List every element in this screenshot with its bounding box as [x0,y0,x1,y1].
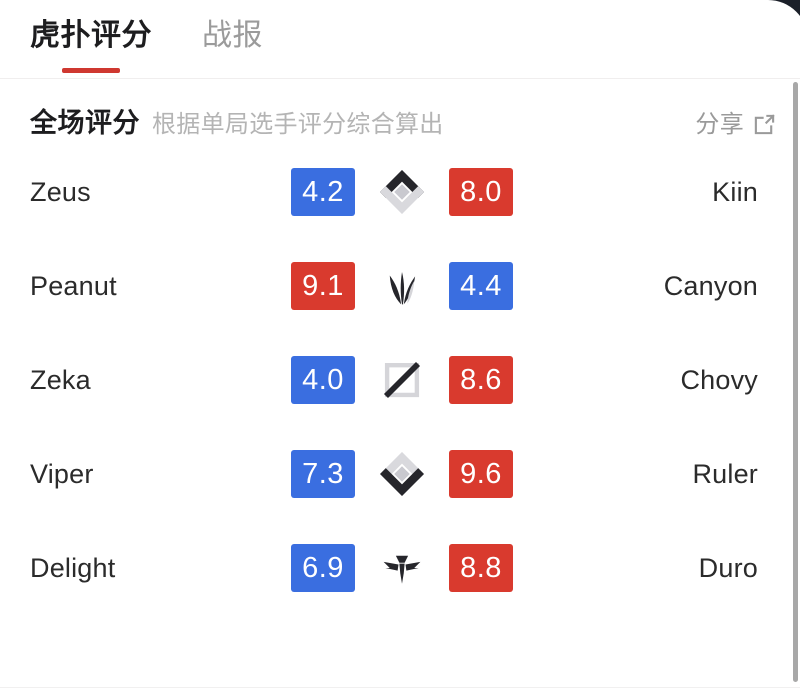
player-rating-list: Zeus 4.2 8.0 Kiin Peanut 9.1 [0,145,800,615]
left-player-score: 4.0 [291,356,355,404]
table-row[interactable]: Viper 7.3 9.6 Ruler [30,427,774,521]
tab-match-report-label: 战报 [202,19,263,52]
tab-active-underline [62,68,120,73]
table-row[interactable]: Peanut 9.1 4.4 Canyon [30,239,774,333]
left-player-score: 9.1 [291,262,355,310]
scrollbar[interactable] [792,0,800,692]
tab-bar: 虎扑评分 战报 [0,0,800,79]
share-button-label: 分享 [695,111,744,138]
right-player-name: Duro [698,552,758,583]
share-button[interactable]: 分享 [695,104,776,139]
right-player-name: Kiin [712,176,758,207]
page-subtitle: 根据单局选手评分综合算出 [152,111,444,138]
tab-hupu-rating-label: 虎扑评分 [30,19,152,52]
tab-match-report[interactable]: 战报 [202,0,263,54]
jungle-lane-icon [355,262,449,310]
right-player-name: Canyon [663,270,758,301]
right-player-name: Chovy [680,364,758,395]
left-player-name: Zeus [30,176,91,207]
top-lane-icon [355,168,449,216]
right-player-score: 8.6 [449,356,513,404]
left-player-score: 6.9 [291,544,355,592]
right-player-score: 4.4 [449,262,513,310]
left-player-score: 7.3 [291,450,355,498]
tab-bar-divider [0,78,800,79]
right-player-name: Ruler [692,458,758,489]
tab-hupu-rating[interactable]: 虎扑评分 [30,0,152,73]
bottom-lane-icon [355,450,449,498]
bottom-divider [0,687,800,688]
left-player-score: 4.2 [291,168,355,216]
left-player-name: Peanut [30,270,117,301]
section-header: 全场评分 根据单局选手评分综合算出 分享 [0,79,800,138]
support-lane-icon [355,544,449,592]
left-player-name: Delight [30,552,116,583]
left-player-name: Zeka [30,364,91,395]
page-title: 全场评分 [30,108,140,138]
table-row[interactable]: Zeus 4.2 8.0 Kiin [30,145,774,239]
table-row[interactable]: Zeka 4.0 8.6 Chovy [30,333,774,427]
right-player-score: 8.8 [449,544,513,592]
right-player-score: 9.6 [449,450,513,498]
external-link-icon [753,113,776,136]
mid-lane-icon [355,356,449,404]
right-player-score: 8.0 [449,168,513,216]
table-row[interactable]: Delight 6.9 8.8 Duro [30,521,774,615]
scrollbar-thumb[interactable] [793,82,798,682]
left-player-name: Viper [30,458,94,489]
